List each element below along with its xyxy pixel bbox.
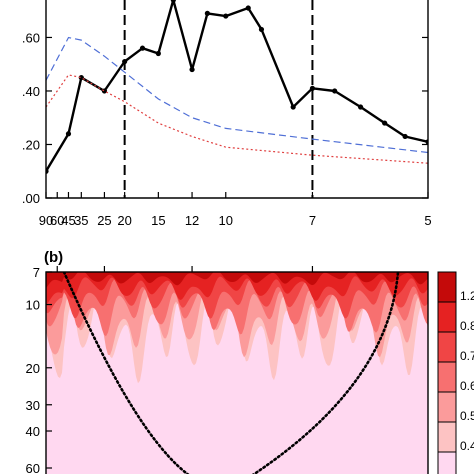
y-tick-label: 20 <box>26 361 40 376</box>
colorbar-label: 0.7 <box>460 349 474 363</box>
colorbar-label: 0.8 <box>460 319 474 333</box>
x-tick-label: 7 <box>309 213 316 228</box>
colorbar-swatch <box>437 451 457 474</box>
data-point <box>223 13 229 19</box>
data-point <box>290 104 296 110</box>
colorbar: 1.2 0.8 0.7 0.6 0.5 0.4 <box>437 271 474 474</box>
y-tick-label: 40 <box>26 424 40 439</box>
cone-of-influence <box>62 272 400 474</box>
x-tick-label: 60 <box>50 213 64 228</box>
y-tick-label: .20 <box>22 137 40 152</box>
colorbar-swatch <box>437 301 457 333</box>
data-point <box>357 104 364 110</box>
x-tick-label: 90 <box>39 213 53 228</box>
data-point <box>101 88 108 94</box>
y-tick-label: .40 <box>22 84 40 99</box>
data-point <box>189 66 195 73</box>
series-line-1 <box>46 0 428 172</box>
data-point <box>122 58 128 65</box>
y-tick-label: 7 <box>33 265 40 280</box>
y-tick-label: 10 <box>26 298 40 313</box>
series-line-2 <box>46 36 428 154</box>
heatmap-level-5 <box>46 272 428 305</box>
colorbar-label: 0.5 <box>460 409 474 423</box>
x-tick-label: 15 <box>151 213 165 228</box>
data-point <box>139 45 146 51</box>
x-tick-label: 25 <box>97 213 111 228</box>
data-point <box>170 0 176 3</box>
x-tick-label: 10 <box>219 213 233 228</box>
data-point <box>155 50 161 57</box>
panel-a-axes-frame <box>45 0 429 199</box>
y-tick-label: .60 <box>22 30 40 45</box>
data-point <box>382 120 388 126</box>
panel-b-axes-frame <box>45 271 429 474</box>
colorbar-label: 0.4 <box>460 439 474 453</box>
panel-b-title: (b) <box>44 249 63 266</box>
colorbar-swatch <box>437 331 457 363</box>
colorbar-label: 1.2 <box>460 289 474 303</box>
data-point <box>402 133 408 140</box>
data-point <box>245 5 251 11</box>
x-tick-label: 20 <box>117 213 131 228</box>
panel-b: (b) 7 10 20 30 40 60 1.2 0.8 0.7 0.6 0.5 0.4 <box>26 249 474 474</box>
y-tick-label: .00 <box>22 191 40 206</box>
colorbar-swatch <box>437 361 457 393</box>
x-tick-label: 5 <box>424 213 431 228</box>
y-tick-label: 30 <box>26 398 40 413</box>
data-point <box>332 88 338 94</box>
data-point <box>258 26 265 33</box>
data-point <box>309 85 316 91</box>
colorbar-swatch <box>437 271 457 303</box>
data-point <box>204 10 210 16</box>
series-line-3 <box>46 74 428 164</box>
colorbar-swatch <box>437 421 457 453</box>
x-tick-label: 45 <box>61 213 75 228</box>
x-tick-label: 12 <box>185 213 199 228</box>
y-tick-label: 60 <box>26 461 40 474</box>
x-tick-label: 35 <box>74 213 88 228</box>
colorbar-swatch <box>437 391 457 423</box>
data-point <box>65 131 72 137</box>
colorbar-label: 0.6 <box>460 379 474 393</box>
heatmap-level-6 <box>46 272 428 289</box>
